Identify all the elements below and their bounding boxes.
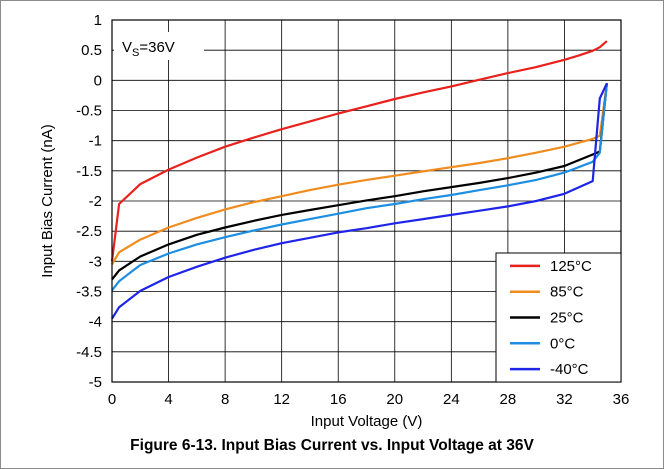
- annotation-rest: =36V: [139, 39, 174, 56]
- series-line-0: [110, 40, 608, 262]
- x-tick-label: 24: [443, 391, 460, 408]
- y-tick-label: -5: [89, 374, 102, 391]
- x-tick-label: 8: [221, 391, 229, 408]
- x-axis-label: Input Voltage (V): [311, 413, 423, 430]
- y-tick-label: -3.5: [76, 284, 102, 301]
- plot-area: [111, 19, 622, 383]
- annotation-main: V: [122, 39, 132, 56]
- svg-text:VS=36V: VS=36V: [122, 39, 175, 59]
- series-line-3: [111, 83, 608, 291]
- supply-voltage-annotation: VS=36V: [114, 32, 204, 60]
- x-tick-label: 32: [556, 391, 573, 408]
- y-tick-label: -2: [89, 193, 102, 210]
- series-line-1: [111, 83, 608, 265]
- y-tick-label: -3: [89, 253, 102, 270]
- y-tick-label: -2.5: [76, 223, 102, 240]
- tick-labels: 0 4 8 12 16 20 24 28 32 36 1 0.5 0 -0.5 -1 -1.5 -2 -2.5 -3…: [76, 12, 629, 408]
- x-tick-label: 12: [273, 391, 290, 408]
- figure-caption: Figure 6-13. Input Bias Current vs. Inpu…: [130, 437, 534, 454]
- series-line-4: [111, 82, 608, 320]
- x-tick-label: 4: [164, 391, 172, 408]
- x-tick-label: 36: [613, 391, 630, 408]
- legend: 125°C 85°C 25°C 0°C -40°C: [495, 252, 622, 383]
- legend-label: 125°C: [550, 258, 592, 275]
- y-tick-label: -0.5: [76, 103, 102, 120]
- x-tick-label: 28: [500, 391, 517, 408]
- y-tick-label: -4: [89, 314, 102, 331]
- y-axis-label: Input Bias Current (nA): [39, 124, 56, 277]
- legend-label: -40°C: [550, 361, 589, 378]
- legend-label: 85°C: [550, 284, 584, 301]
- y-tick-label: 0: [94, 72, 102, 89]
- y-tick-label: 0.5: [81, 42, 102, 59]
- y-tick-label: -1: [89, 133, 102, 150]
- y-tick-label: -1.5: [76, 163, 102, 180]
- y-tick-label: 1: [94, 12, 102, 29]
- legend-label: 0°C: [550, 335, 575, 352]
- series-lines: [110, 40, 608, 320]
- legend-label: 25°C: [550, 310, 584, 327]
- x-tick-label: 0: [108, 391, 116, 408]
- x-tick-label: 20: [386, 391, 403, 408]
- annotation-subscript: S: [132, 47, 139, 59]
- y-tick-label: -4.5: [76, 344, 102, 361]
- series-line-2: [111, 83, 608, 281]
- x-tick-label: 16: [330, 391, 347, 408]
